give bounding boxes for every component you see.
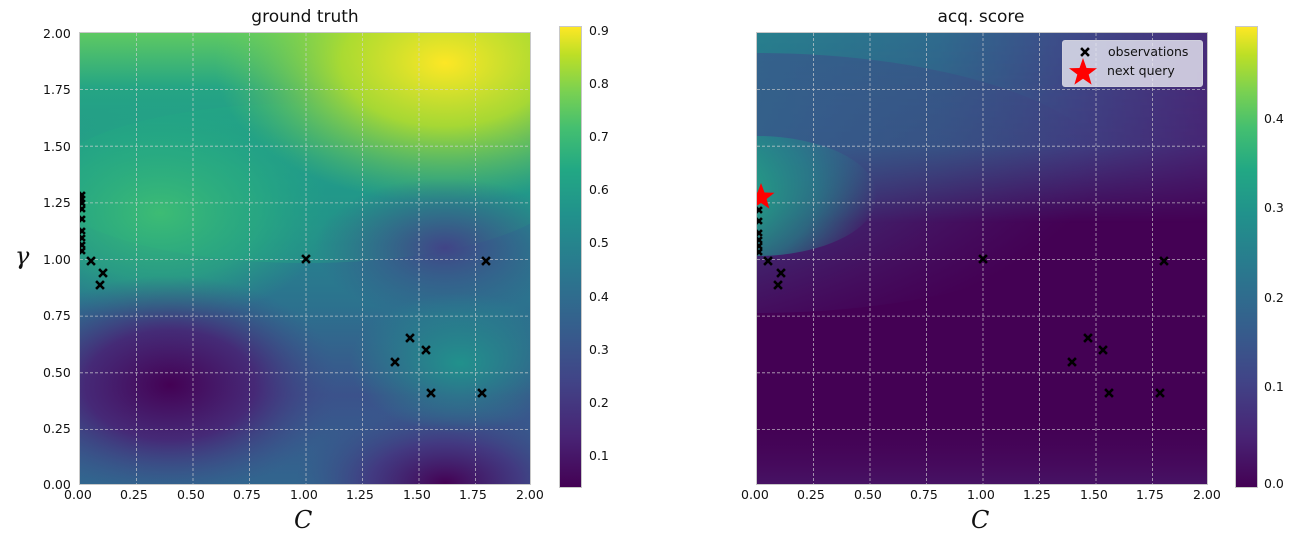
cbar-tick: 0.8: [589, 76, 609, 91]
cbar-tick: 0.9: [589, 23, 609, 38]
cbar-tick: 0.3: [1264, 200, 1284, 215]
ground-truth-heatmap: [79, 32, 531, 485]
x-tick: 2.00: [1193, 487, 1221, 502]
x-tick: 2.00: [516, 487, 544, 502]
cbar-tick: 0.1: [589, 448, 609, 463]
right-chart-title: acq. score: [937, 7, 1025, 27]
cbar-tick: 0.5: [589, 235, 609, 250]
cbar-tick: 0.7: [589, 129, 609, 144]
y-tick: 0.00: [43, 477, 71, 492]
y-tick: 1.75: [43, 82, 71, 97]
legend: observations next query: [1062, 40, 1203, 87]
x-tick: 0.50: [177, 487, 205, 502]
cbar-tick: 0.0: [1264, 476, 1284, 491]
y-tick: 0.50: [43, 365, 71, 380]
grid-lines: [80, 33, 530, 484]
x-tick: 0.00: [741, 487, 769, 502]
ground-truth-colorbar: [559, 26, 582, 488]
x-tick: 0.00: [64, 487, 92, 502]
y-tick: 1.00: [43, 252, 71, 267]
x-tick: 1.50: [403, 487, 431, 502]
x-tick: 0.25: [797, 487, 825, 502]
legend-label-next-query: next query: [1107, 63, 1175, 78]
x-tick: 1.75: [459, 487, 487, 502]
cbar-tick: 0.2: [1264, 290, 1284, 305]
y-tick: 1.25: [43, 195, 71, 210]
cbar-tick: 0.2: [589, 395, 609, 410]
next-query-star-icon: [757, 183, 775, 209]
acq-score-heatmap-graphic: [757, 33, 1207, 484]
y-tick: 2.00: [43, 26, 71, 41]
cbar-tick: 0.6: [589, 182, 609, 197]
y-axis-label: γ: [15, 242, 30, 270]
x-tick: 0.75: [233, 487, 261, 502]
x-marker-icon: [1080, 47, 1090, 57]
y-tick: 0.25: [43, 421, 71, 436]
x-tick: 1.25: [1023, 487, 1051, 502]
x-tick: 0.75: [910, 487, 938, 502]
x-tick: 0.25: [120, 487, 148, 502]
x-tick: 1.00: [290, 487, 318, 502]
x-axis-label: C: [971, 506, 990, 534]
acq-score-colorbar: [1235, 26, 1258, 488]
x-tick: 1.50: [1080, 487, 1108, 502]
x-tick: 1.25: [346, 487, 374, 502]
cbar-tick: 0.3: [589, 342, 609, 357]
grid-lines: [757, 33, 1207, 484]
observation-markers: [757, 206, 1169, 398]
y-tick: 1.50: [43, 139, 71, 154]
observation-markers: [80, 191, 491, 398]
cbar-tick: 0.1: [1264, 379, 1284, 394]
acq-score-heatmap: observations next query: [756, 32, 1208, 485]
cbar-tick: 0.4: [589, 289, 609, 304]
x-tick: 1.00: [967, 487, 995, 502]
star-icon: [1069, 58, 1097, 85]
x-axis-label: C: [294, 506, 313, 534]
x-tick: 1.75: [1136, 487, 1164, 502]
cbar-tick: 0.4: [1264, 111, 1284, 126]
y-tick: 0.75: [43, 308, 71, 323]
legend-label-observations: observations: [1108, 44, 1189, 59]
ground-truth-heatmap-graphic: [80, 33, 530, 484]
left-chart-title: ground truth: [251, 7, 359, 27]
x-tick: 0.50: [854, 487, 882, 502]
